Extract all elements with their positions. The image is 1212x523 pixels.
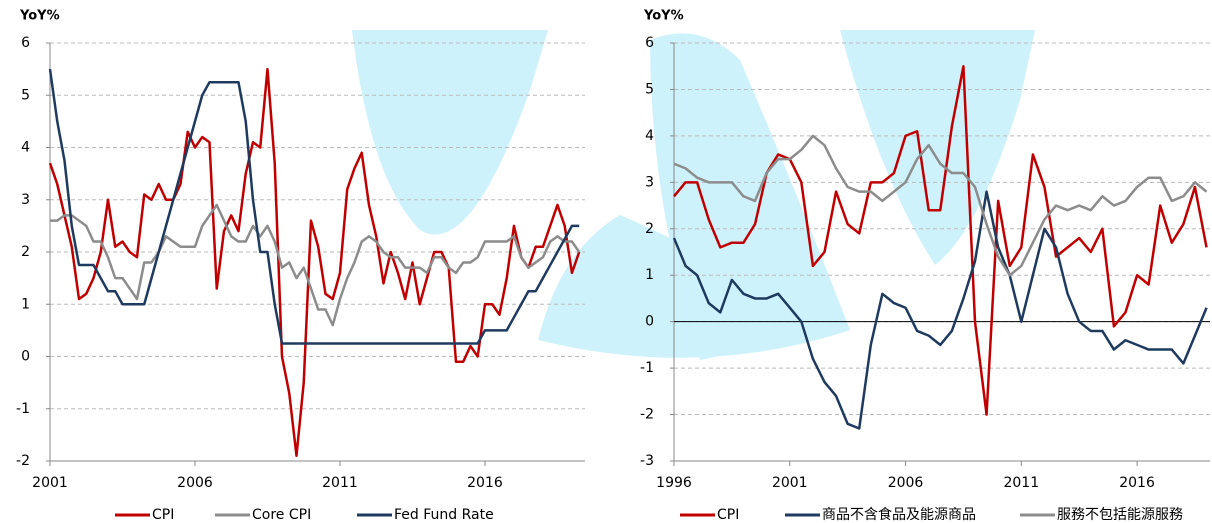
legend-label: 商品不含食品及能源商品: [822, 506, 976, 523]
y-tick-label: 3: [645, 174, 654, 190]
legend-label: 服務不包括能源服務: [1057, 507, 1183, 523]
y-tick-label: -1: [16, 401, 30, 417]
y-tick-label: 2: [21, 244, 30, 260]
y-tick-label: 6: [21, 35, 30, 51]
x-tick-label: 2006: [177, 475, 213, 491]
y-tick-label: 6: [645, 35, 654, 51]
y-tick-label: 1: [21, 296, 30, 312]
legend-label: CPI: [717, 507, 739, 523]
y-tick-label: 4: [21, 140, 30, 156]
y-tick-label: 3: [21, 192, 30, 208]
y-tick-label: 0: [21, 349, 30, 365]
x-tick-label: 2001: [772, 475, 808, 491]
y-tick-label: 0: [645, 314, 654, 330]
y-tick-label: -2: [16, 453, 30, 469]
x-tick-label: 2006: [888, 475, 924, 491]
y-tick-label: -1: [640, 360, 654, 376]
chart-page: YoY%-2-101234562001200620112016CPICore C…: [0, 0, 1212, 523]
y-tick-label: 2: [645, 221, 654, 237]
legend-label: CPI: [152, 507, 174, 523]
x-tick-label: 2016: [1119, 475, 1155, 491]
legend-label: Fed Fund Rate: [394, 507, 494, 523]
x-tick-label: 2016: [467, 475, 503, 491]
y-tick-label: 5: [645, 81, 654, 97]
legend-label: Core CPI: [252, 507, 311, 523]
y-tick-label: -3: [640, 453, 654, 469]
y-tick-label: 4: [645, 128, 654, 144]
y-tick-label: 1: [645, 267, 654, 283]
y-tick-label: -2: [640, 407, 654, 423]
x-tick-label: 2001: [32, 475, 68, 491]
x-tick-label: 2011: [322, 475, 358, 491]
watermark: [352, 30, 1035, 360]
y-axis-label: YoY%: [643, 9, 684, 24]
x-tick-label: 2011: [1003, 475, 1039, 491]
y-tick-label: 5: [21, 87, 30, 103]
x-tick-label: 1996: [656, 475, 692, 491]
y-axis-label: YoY%: [19, 9, 60, 24]
